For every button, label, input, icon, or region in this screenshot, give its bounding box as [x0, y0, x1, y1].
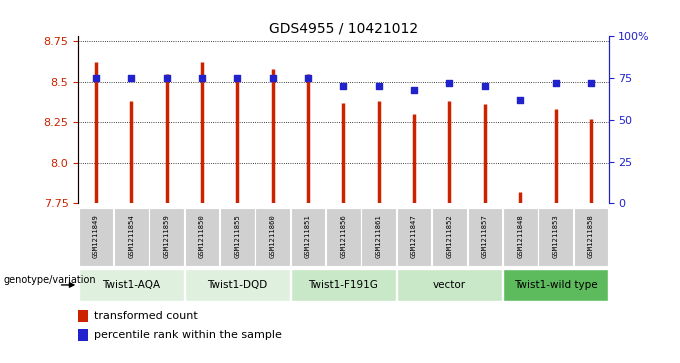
Bar: [256, 208, 290, 266]
Point: [444, 80, 455, 86]
Point: [585, 80, 596, 86]
Point: [303, 75, 313, 81]
Bar: [185, 269, 290, 301]
Text: GSM1211854: GSM1211854: [129, 214, 134, 257]
Point: [550, 80, 561, 86]
Bar: [326, 208, 360, 266]
Bar: [397, 269, 502, 301]
Point: [161, 75, 172, 81]
Text: GSM1211861: GSM1211861: [376, 214, 381, 257]
Text: vector: vector: [433, 280, 466, 290]
Bar: [503, 208, 537, 266]
Point: [409, 87, 420, 93]
Text: genotype/variation: genotype/variation: [3, 275, 96, 285]
Bar: [150, 208, 184, 266]
Point: [479, 83, 490, 89]
Text: Twist1-DQD: Twist1-DQD: [207, 280, 267, 290]
Text: GSM1211859: GSM1211859: [164, 214, 169, 257]
Bar: [432, 208, 466, 266]
Text: GSM1211858: GSM1211858: [588, 214, 594, 257]
Bar: [185, 208, 219, 266]
Point: [373, 83, 384, 89]
Bar: [539, 208, 573, 266]
Bar: [503, 269, 608, 301]
Bar: [78, 329, 88, 341]
Title: GDS4955 / 10421012: GDS4955 / 10421012: [269, 21, 418, 35]
Text: GSM1211852: GSM1211852: [447, 214, 452, 257]
Text: percentile rank within the sample: percentile rank within the sample: [94, 330, 282, 340]
Bar: [79, 208, 113, 266]
Point: [338, 83, 349, 89]
Text: GSM1211855: GSM1211855: [235, 214, 240, 257]
Text: GSM1211848: GSM1211848: [517, 214, 523, 257]
Point: [126, 75, 137, 81]
Text: GSM1211851: GSM1211851: [305, 214, 311, 257]
Point: [267, 75, 278, 81]
Bar: [79, 269, 184, 301]
Bar: [362, 208, 396, 266]
Bar: [220, 208, 254, 266]
Text: GSM1211857: GSM1211857: [482, 214, 488, 257]
Text: Twist1-AQA: Twist1-AQA: [102, 280, 160, 290]
Text: transformed count: transformed count: [94, 311, 198, 321]
Text: GSM1211853: GSM1211853: [553, 214, 558, 257]
Text: Twist1-wild type: Twist1-wild type: [514, 280, 597, 290]
Text: Twist1-F191G: Twist1-F191G: [309, 280, 378, 290]
Text: GSM1211860: GSM1211860: [270, 214, 275, 257]
Point: [515, 97, 526, 103]
Bar: [468, 208, 502, 266]
Text: GSM1211849: GSM1211849: [93, 214, 99, 257]
Bar: [78, 310, 88, 322]
Bar: [291, 269, 396, 301]
Point: [90, 75, 101, 81]
Bar: [114, 208, 148, 266]
Bar: [291, 208, 325, 266]
Text: GSM1211850: GSM1211850: [199, 214, 205, 257]
Point: [232, 75, 243, 81]
Point: [197, 75, 207, 81]
Text: GSM1211856: GSM1211856: [341, 214, 346, 257]
Bar: [397, 208, 431, 266]
Text: GSM1211847: GSM1211847: [411, 214, 417, 257]
Bar: [574, 208, 608, 266]
